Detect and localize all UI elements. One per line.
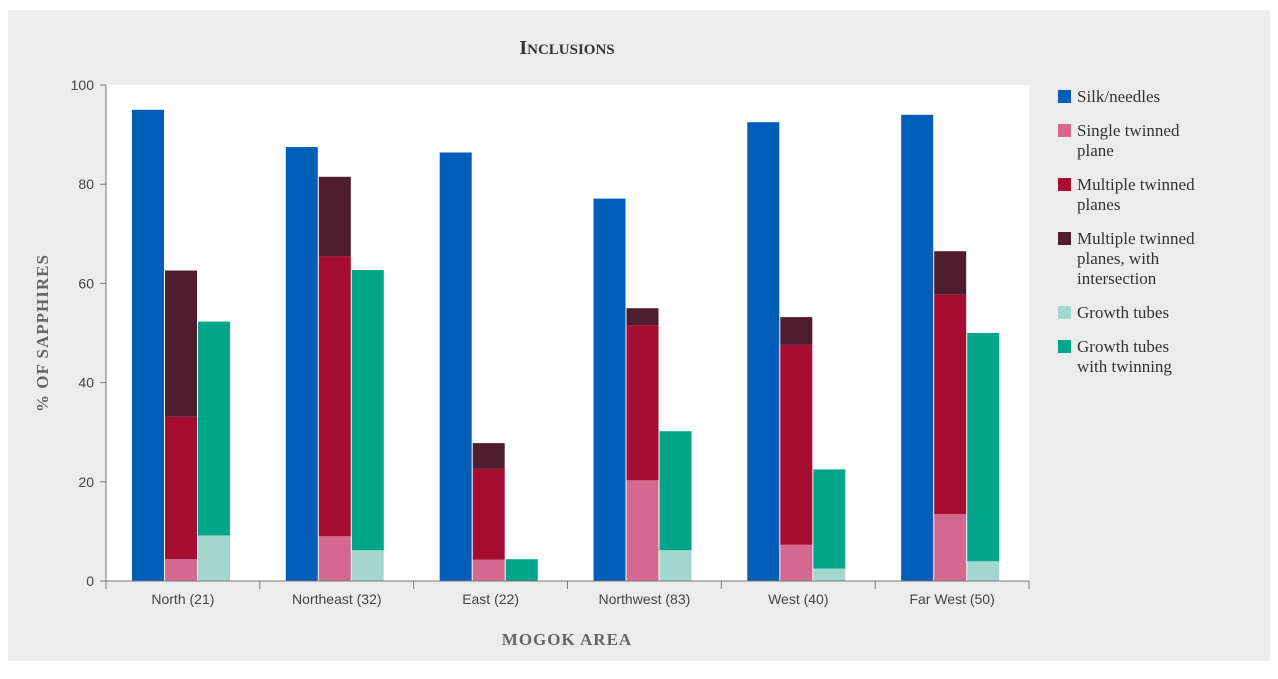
bar-multiple-twinned-planes-with-intersection-1 <box>165 270 197 417</box>
bar-multiple-twinned-planes-1 <box>165 416 197 560</box>
legend-label: Multiple twinned planes, with intersection <box>1077 229 1195 288</box>
bar-single-twinned-plane-6 <box>934 514 967 581</box>
bar-single-twinned-plane-4 <box>626 480 659 581</box>
bar-growth-tubes-with-twinning-5 <box>813 469 846 569</box>
y-tick-label: 0 <box>86 573 94 589</box>
bar-multiple-twinned-planes-with-intersection-6 <box>934 251 967 295</box>
bar-multiple-twinned-planes-5 <box>780 344 813 545</box>
bar-multiple-twinned-planes-3 <box>472 468 505 560</box>
bar-multiple-twinned-planes-with-intersection-2 <box>318 176 351 257</box>
bar-silk-needles-2 <box>285 147 318 581</box>
bar-multiple-twinned-planes-with-intersection-3 <box>472 443 505 469</box>
bar-silk-needles-3 <box>439 152 472 581</box>
bar-multiple-twinned-planes-with-intersection-4 <box>626 308 659 326</box>
legend-swatch <box>1058 306 1071 319</box>
bar-single-twinned-plane-3 <box>472 559 505 581</box>
legend: Silk/needles Single twinned plane Multiple … <box>1058 87 1195 376</box>
bar-growth-tubes-with-twinning-4 <box>659 431 692 551</box>
x-tick-label: Far West (50) <box>909 591 994 607</box>
bar-growth-tubes-1 <box>198 535 230 581</box>
bar-growth-tubes-5 <box>813 568 846 581</box>
bar-multiple-twinned-planes-2 <box>318 256 351 537</box>
bar-silk-needles-1 <box>132 109 164 582</box>
legend-swatch <box>1058 124 1071 137</box>
bars-layer <box>132 109 1000 582</box>
chart: INCLUSIONS North (21) Northeast (32) East … <box>33 37 1195 649</box>
y-tick-label: 60 <box>78 275 94 291</box>
y-tick-label: 40 <box>78 375 94 391</box>
bar-growth-tubes-with-twinning-6 <box>967 333 1000 562</box>
bar-growth-tubes-with-twinning-1 <box>198 321 230 536</box>
legend-label: Multiple twinned planes <box>1077 175 1195 214</box>
y-axis-title: % OF SAPPHIRES <box>33 254 52 412</box>
legend-swatch <box>1058 340 1071 353</box>
x-axis-title: MOGOK AREA <box>502 630 632 649</box>
chart-title: INCLUSIONS <box>519 37 614 59</box>
bar-silk-needles-6 <box>901 114 934 582</box>
ticks-layer: North (21) Northeast (32) East (22) Northwe… <box>71 77 1030 607</box>
y-tick-label: 20 <box>78 474 94 490</box>
legend-swatch <box>1058 90 1071 103</box>
bar-growth-tubes-with-twinning-3 <box>505 559 538 581</box>
x-tick-label: Northwest (83) <box>598 591 690 607</box>
legend-label: Growth tubes <box>1077 303 1169 322</box>
x-tick-label: Northeast (32) <box>292 591 381 607</box>
bar-growth-tubes-4 <box>659 550 692 581</box>
bar-multiple-twinned-planes-4 <box>626 325 659 481</box>
x-tick-label: North (21) <box>151 591 214 607</box>
bar-multiple-twinned-planes-with-intersection-5 <box>780 317 813 345</box>
bar-growth-tubes-2 <box>351 550 384 581</box>
bar-single-twinned-plane-1 <box>165 559 197 581</box>
legend-label: Single twinned plane <box>1077 121 1180 160</box>
y-tick-label: 80 <box>78 176 94 192</box>
legend-swatch <box>1058 178 1071 191</box>
bar-silk-needles-5 <box>747 122 780 581</box>
legend-label: Growth tubes with twinning <box>1077 337 1172 376</box>
x-tick-label: West (40) <box>768 591 828 607</box>
bar-growth-tubes-with-twinning-2 <box>351 270 384 551</box>
legend-label: Silk/needles <box>1077 87 1160 106</box>
bar-growth-tubes-6 <box>967 561 1000 581</box>
y-tick-label: 100 <box>71 77 95 93</box>
plot-area <box>106 85 1029 581</box>
x-tick-label: East (22) <box>462 591 519 607</box>
legend-swatch <box>1058 232 1071 245</box>
bar-multiple-twinned-planes-6 <box>934 294 967 514</box>
chart-panel: INCLUSIONS North (21) Northeast (32) East … <box>8 10 1270 661</box>
bar-silk-needles-4 <box>593 198 626 581</box>
bar-single-twinned-plane-2 <box>318 536 351 581</box>
bar-single-twinned-plane-5 <box>780 544 813 581</box>
